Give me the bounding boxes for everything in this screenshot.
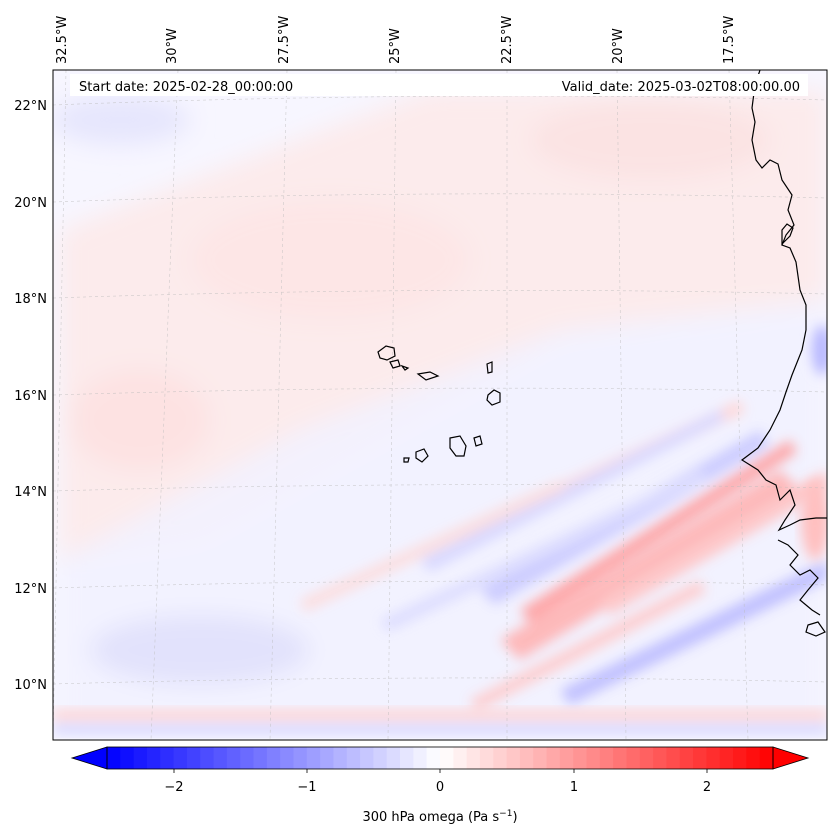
colorbar-segment xyxy=(479,747,494,769)
omega-field xyxy=(53,90,827,740)
lat-label-18n: 18°N xyxy=(14,292,47,307)
colorbar-segment xyxy=(373,747,388,769)
colorbar-segment xyxy=(226,747,241,769)
colorbar-segment xyxy=(200,747,215,769)
valid-date-label: Valid_date: 2025-03-02T08:00:00.00 xyxy=(562,80,800,95)
graticule xyxy=(53,70,827,740)
colorbar-segment xyxy=(573,747,588,769)
lon-label-17-5w: 17.5°W xyxy=(722,16,737,64)
colorbar-segment xyxy=(160,747,175,769)
lon-label-22-5w: 22.5°W xyxy=(500,16,515,64)
colorbar-segment xyxy=(533,747,548,769)
colorbar-segment xyxy=(759,747,774,769)
colorbar-segment xyxy=(546,747,561,769)
colorbar-segment xyxy=(320,747,334,769)
colorbar-segment xyxy=(506,747,521,769)
lon-label-27-5w: 27.5°W xyxy=(277,16,292,64)
colorbar-segment xyxy=(133,747,148,769)
lon-label-25w: 25°W xyxy=(388,28,403,64)
colorbar: −2 −1 0 1 2 300 hPa omega (Pa s−1) xyxy=(70,746,810,825)
lon-label-30w: 30°W xyxy=(165,28,180,64)
colorbar-tick-2: 2 xyxy=(703,780,711,795)
colorbar-segment xyxy=(586,747,601,769)
colorbar-segment xyxy=(426,747,441,769)
colorbar-segment xyxy=(733,747,747,769)
colorbar-segment xyxy=(400,747,414,769)
colorbar-tick-0: 0 xyxy=(436,780,444,795)
start-date-label: Start date: 2025-02-28_00:00:00 xyxy=(79,80,293,95)
colorbar-segments xyxy=(107,747,774,769)
colorbar-ticks xyxy=(173,769,708,773)
colorbar-segment xyxy=(333,747,348,769)
colorbar-segment xyxy=(626,747,641,769)
colorbar-segment xyxy=(599,747,614,769)
lon-label-32-5w: 32.5°W xyxy=(55,16,70,64)
colorbar-tick-minus1: −1 xyxy=(297,780,316,795)
colorbar-segment xyxy=(146,747,161,769)
lon-label-20w: 20°W xyxy=(611,28,626,64)
colorbar-max-extension xyxy=(772,746,810,770)
colorbar-segment xyxy=(386,747,401,769)
colorbar-segment xyxy=(360,747,374,769)
colorbar-tick-minus2: −2 xyxy=(164,780,183,795)
colorbar-segment xyxy=(679,747,694,769)
colorbar-segment xyxy=(306,747,321,769)
colorbar-segment xyxy=(559,747,574,769)
lat-label-12n: 12°N xyxy=(14,582,47,597)
lat-label-20n: 20°N xyxy=(14,196,47,211)
colorbar-segment xyxy=(173,747,188,769)
colorbar-label: 300 hPa omega (Pa s−1) xyxy=(362,809,517,825)
colorbar-segment xyxy=(186,747,201,769)
colorbar-segment xyxy=(440,747,454,769)
colorbar-segment xyxy=(653,747,667,769)
santo-antao-island xyxy=(377,345,396,361)
colorbar-segment xyxy=(706,747,721,769)
colorbar-segment xyxy=(293,747,308,769)
colorbar-segment xyxy=(107,747,121,769)
colorbar-segment xyxy=(453,747,468,769)
colorbar-segment xyxy=(213,747,228,769)
lat-label-16n: 16°N xyxy=(14,389,47,404)
colorbar-segment xyxy=(639,747,654,769)
colorbar-segment xyxy=(266,747,281,769)
lat-label-22n: 22°N xyxy=(14,99,47,114)
colorbar-segment xyxy=(466,747,481,769)
colorbar-segment xyxy=(120,747,135,769)
colorbar-segment xyxy=(413,747,428,769)
date-header: Start date: 2025-02-28_00:00:00 Valid_da… xyxy=(70,74,808,96)
colorbar-segment xyxy=(493,747,508,769)
africa-coastline xyxy=(740,70,827,532)
colorbar-segment xyxy=(746,747,761,769)
colorbar-segment xyxy=(693,747,707,769)
colorbar-min-extension xyxy=(70,746,108,770)
lat-label-14n: 14°N xyxy=(14,485,47,500)
colorbar-segment xyxy=(719,747,734,769)
colorbar-segment xyxy=(240,747,255,769)
colorbar-segment xyxy=(280,747,294,769)
coastlines xyxy=(377,70,827,637)
longitude-labels: 32.5°W 30°W 27.5°W 25°W 22.5°W 20°W 17.5… xyxy=(55,16,737,64)
map-panel xyxy=(53,70,827,740)
latitude-labels: 22°N 20°N 18°N 16°N 14°N 12°N 10°N xyxy=(14,99,47,693)
colorbar-segment xyxy=(613,747,627,769)
colorbar-segment xyxy=(253,747,268,769)
colorbar-segment xyxy=(346,747,361,769)
colorbar-segment xyxy=(666,747,681,769)
colorbar-tick-1: 1 xyxy=(570,780,578,795)
colorbar-segment xyxy=(519,747,534,769)
lat-label-10n: 10°N xyxy=(14,678,47,693)
